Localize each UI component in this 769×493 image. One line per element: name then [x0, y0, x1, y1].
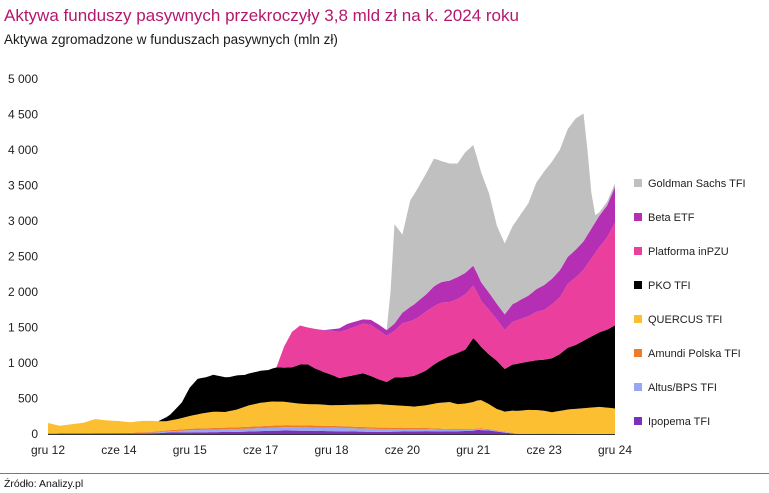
chart-title: Aktywa funduszy pasywnych przekroczyły 3… [4, 6, 519, 25]
legend-swatch [634, 179, 642, 187]
x-tick-label: cze 14 [101, 443, 137, 457]
legend-swatch [634, 383, 642, 391]
y-tick-label: 5 000 [8, 72, 38, 86]
y-tick-label: 2 500 [8, 250, 38, 264]
y-tick-label: 4 000 [8, 143, 38, 157]
legend-label: Amundi Polska TFI [648, 348, 741, 360]
legend-swatch [634, 247, 642, 255]
y-tick-label: 3 000 [8, 214, 38, 228]
area-series-quercus-tfi [48, 400, 615, 434]
area-layers [48, 113, 615, 434]
area-series-altus-bps-tfi [48, 427, 615, 434]
legend-swatch [634, 315, 642, 323]
source-note: Źródło: Analizy.pl [4, 478, 84, 490]
legend-label: PKO TFI [648, 280, 691, 292]
legend-label: Ipopema TFI [648, 416, 710, 428]
legend-label: QUERCUS TFI [648, 314, 722, 326]
legend-label: Beta ETF [648, 212, 695, 224]
area-series-ipopema-tfi [48, 429, 615, 434]
y-tick-label: 3 500 [8, 179, 38, 193]
x-tick-label: gru 12 [31, 443, 65, 457]
x-axis: gru 12 cze 14 gru 15 cze 17 gru 18 cze 20 gru … [31, 443, 632, 457]
stacked-area-chart: 0 500 1 000 1 500 2 000 2 500 3 000 3 500 4 000 4… [8, 72, 746, 457]
y-tick-label: 2 000 [8, 285, 38, 299]
x-tick-label: cze 17 [243, 443, 279, 457]
legend-label: Altus/BPS TFI [648, 382, 717, 394]
legend-swatch [634, 213, 642, 221]
legend-swatch [634, 281, 642, 289]
x-tick-label: cze 20 [385, 443, 421, 457]
area-series-goldman-sachs-tfi [48, 113, 615, 426]
y-tick-label: 500 [18, 392, 38, 406]
y-tick-label: 4 500 [8, 108, 38, 122]
y-tick-label: 1 000 [8, 356, 38, 370]
area-series-pko-tfi [48, 325, 615, 426]
chart-subtitle: Aktywa zgromadzone w funduszach pasywnyc… [4, 32, 338, 47]
x-tick-label: gru 15 [173, 443, 207, 457]
area-series-amundi-polska-tfi [48, 425, 615, 434]
x-tick-label: gru 18 [314, 443, 348, 457]
footer-divider [0, 473, 769, 474]
legend-label: Platforma inPZU [648, 246, 729, 258]
legend-swatch [634, 417, 642, 425]
x-tick-label: gru 24 [598, 443, 632, 457]
y-tick-label: 1 500 [8, 321, 38, 335]
x-tick-label: cze 23 [526, 443, 562, 457]
y-axis: 0 500 1 000 1 500 2 000 2 500 3 000 3 500 4 000 4… [8, 72, 38, 441]
y-tick-label: 0 [31, 427, 38, 441]
legend: Goldman Sachs TFI Beta ETF Platforma inPZU… [634, 178, 746, 428]
legend-swatch [634, 349, 642, 357]
x-tick-label: gru 21 [456, 443, 490, 457]
legend-label: Goldman Sachs TFI [648, 178, 746, 190]
